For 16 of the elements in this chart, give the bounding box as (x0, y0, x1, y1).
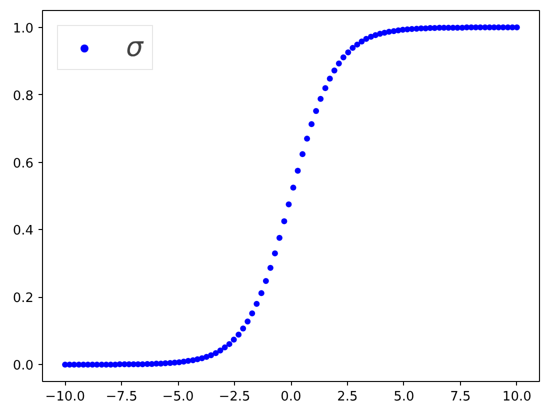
y-tick-label: 0.2 (12, 291, 34, 306)
y-tick-label: 1.0 (12, 21, 34, 36)
y-tick-label: 0.0 (12, 358, 34, 374)
x-tick-label: −5.0 (162, 390, 194, 404)
y-tick-label: 0.8 (12, 88, 34, 104)
legend-label: σ (126, 32, 145, 63)
x-tick-label: 2.5 (337, 390, 358, 404)
x-tick-label: −7.5 (106, 390, 138, 404)
x-tick-label: 10.0 (502, 390, 532, 404)
y-tick-label: 0.4 (12, 224, 34, 239)
x-tick-label: 5.0 (394, 390, 414, 404)
x-tick-label: 0.0 (280, 390, 302, 404)
x-tick-label: −10.0 (45, 390, 86, 404)
x-tick-label: −2.5 (218, 390, 250, 404)
x-tick-label: 7.5 (450, 390, 471, 404)
y-tick-label: 0.6 (12, 156, 34, 172)
